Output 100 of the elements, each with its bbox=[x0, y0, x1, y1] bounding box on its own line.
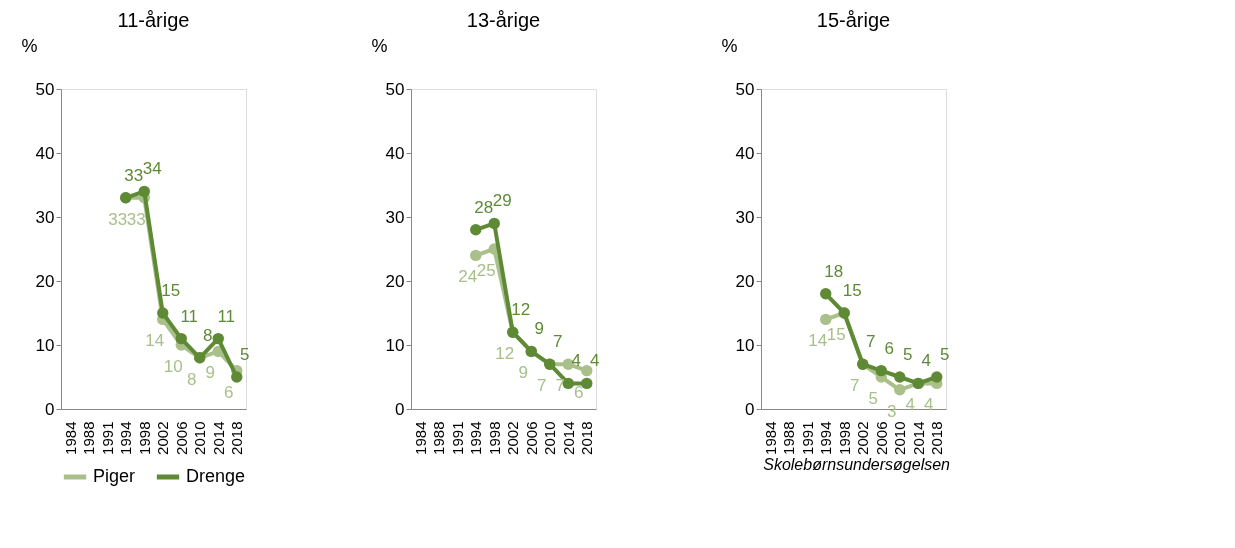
data-label: 7 bbox=[537, 376, 547, 396]
point bbox=[820, 313, 832, 326]
data-label: 7 bbox=[553, 332, 563, 352]
y-tick-label: 20 bbox=[385, 271, 405, 291]
x-tick-label: 1984 bbox=[61, 421, 79, 455]
data-label: 6 bbox=[224, 382, 234, 402]
y-tick-label: 10 bbox=[735, 335, 755, 355]
x-tick-label: 1984 bbox=[411, 421, 429, 455]
x-tick-label: 2018 bbox=[928, 421, 946, 455]
data-label: 18 bbox=[824, 261, 844, 281]
point bbox=[931, 371, 943, 383]
data-label: 28 bbox=[474, 197, 494, 217]
data-label: 11 bbox=[217, 306, 236, 326]
data-label: 7 bbox=[850, 376, 860, 396]
data-label: 33 bbox=[108, 209, 128, 229]
y-tick-label: 10 bbox=[35, 335, 55, 355]
point bbox=[470, 249, 482, 262]
data-label: 15 bbox=[161, 281, 181, 300]
point bbox=[488, 217, 500, 230]
y-tick-label: 10 bbox=[385, 335, 405, 355]
x-tick-label: 2006 bbox=[522, 421, 540, 455]
data-label: 15 bbox=[842, 281, 862, 300]
y-tick-label: 50 bbox=[35, 79, 55, 99]
y-axis-title: % bbox=[721, 35, 738, 56]
y-axis-title: % bbox=[371, 35, 388, 56]
y-tick-label: 30 bbox=[35, 207, 55, 227]
point bbox=[470, 224, 482, 236]
data-label: 10 bbox=[163, 357, 183, 376]
x-tick-label: 2014 bbox=[909, 421, 927, 455]
y-tick-label: 30 bbox=[385, 207, 405, 227]
x-tick-label: 2006 bbox=[872, 421, 890, 455]
point bbox=[894, 371, 906, 383]
x-tick-label: 1998 bbox=[135, 421, 153, 455]
data-label: 5 bbox=[868, 389, 878, 408]
y-axis-title: % bbox=[21, 35, 38, 56]
point bbox=[157, 307, 169, 319]
data-label: 12 bbox=[511, 300, 531, 320]
chart-title: 13-årige bbox=[466, 9, 541, 31]
x-tick-label: 2018 bbox=[228, 421, 246, 455]
x-tick-label: 1988 bbox=[430, 421, 448, 455]
x-tick-label: 1994 bbox=[117, 421, 135, 455]
data-label: 4 bbox=[590, 351, 600, 371]
x-tick-label: 2010 bbox=[191, 421, 209, 455]
data-label: 6 bbox=[574, 382, 584, 402]
data-label: 5 bbox=[940, 345, 950, 364]
data-label: 9 bbox=[534, 319, 544, 339]
point bbox=[894, 384, 906, 396]
y-tick-label: 20 bbox=[735, 271, 755, 291]
data-label: 12 bbox=[495, 344, 515, 364]
y-tick-label: 50 bbox=[735, 79, 755, 99]
data-label: 8 bbox=[187, 369, 197, 389]
chart-title: 15-årige bbox=[816, 9, 891, 31]
point bbox=[875, 364, 887, 377]
data-label: 4 bbox=[571, 351, 581, 371]
y-tick-label: 40 bbox=[385, 143, 405, 163]
point bbox=[820, 288, 832, 300]
y-tick-label: 0 bbox=[395, 399, 405, 419]
data-label: 8 bbox=[203, 325, 213, 345]
data-label: 14 bbox=[808, 331, 828, 351]
data-label: 29 bbox=[492, 191, 512, 211]
point bbox=[138, 185, 150, 198]
x-tick-label: 2018 bbox=[578, 421, 596, 455]
x-tick-label: 1984 bbox=[761, 421, 779, 455]
x-tick-label: 2010 bbox=[541, 421, 559, 455]
data-label: 25 bbox=[476, 261, 496, 280]
data-label: 9 bbox=[205, 363, 215, 383]
chart-title: 11-årige bbox=[117, 9, 190, 31]
x-tick-label: 2002 bbox=[154, 421, 172, 455]
y-tick-label: 0 bbox=[45, 399, 55, 419]
point bbox=[581, 377, 593, 390]
x-tick-label: 1998 bbox=[835, 421, 853, 455]
y-tick-label: 0 bbox=[745, 399, 755, 419]
text: Skolebørnsundersøgelsen bbox=[763, 456, 951, 473]
data-label: 34 bbox=[142, 159, 162, 179]
x-tick-label: 1991 bbox=[448, 421, 466, 455]
y-tick-label: 30 bbox=[735, 207, 755, 227]
data-label: 7 bbox=[555, 376, 565, 396]
data-label: 5 bbox=[240, 345, 250, 364]
data-label: 15 bbox=[826, 325, 846, 344]
y-tick-label: 40 bbox=[35, 143, 55, 163]
x-tick-label: 1988 bbox=[80, 421, 98, 455]
data-label: 11 bbox=[180, 306, 199, 326]
point bbox=[231, 371, 243, 383]
y-tick-label: 20 bbox=[35, 271, 55, 291]
data-label: 14 bbox=[145, 331, 165, 351]
x-tick-label: 2006 bbox=[172, 421, 190, 455]
point bbox=[175, 332, 187, 345]
data-label: 4 bbox=[921, 351, 931, 371]
x-tick-label: 1994 bbox=[817, 421, 835, 455]
data-label: 9 bbox=[518, 363, 528, 383]
point bbox=[581, 364, 593, 377]
x-tick-label: 2002 bbox=[504, 421, 522, 455]
x-tick-label: 1991 bbox=[98, 421, 116, 455]
data-label: 5 bbox=[903, 345, 913, 364]
point bbox=[212, 332, 224, 345]
x-tick-label: 2014 bbox=[209, 421, 227, 455]
data-label: 24 bbox=[458, 267, 478, 287]
x-tick-label: 2014 bbox=[559, 421, 577, 455]
data-label: 33 bbox=[124, 165, 144, 185]
data-label: 33 bbox=[126, 209, 146, 229]
